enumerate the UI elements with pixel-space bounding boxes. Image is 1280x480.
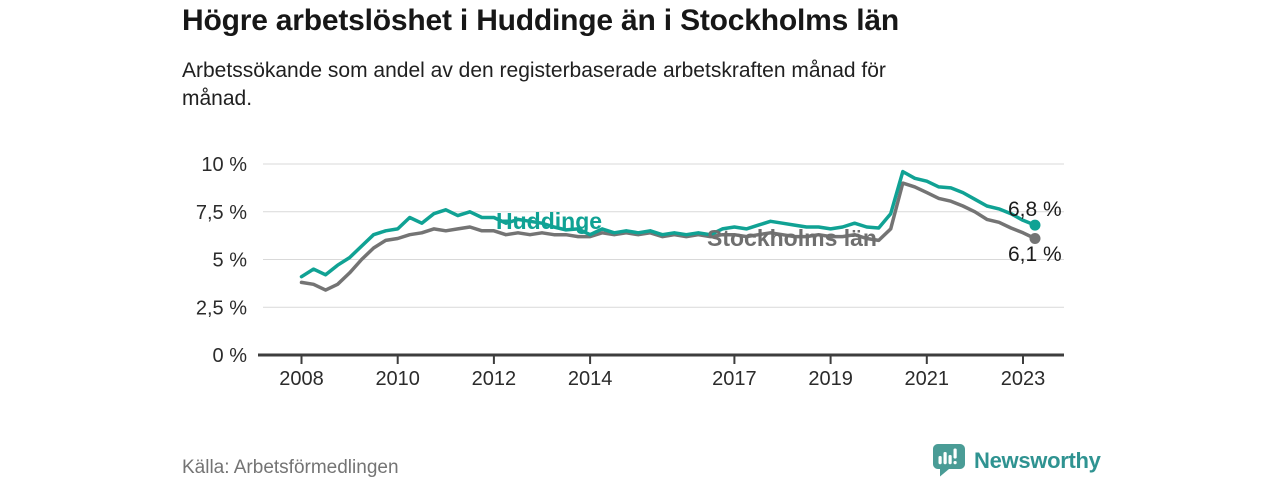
subtitle-line-1: Arbetssökande som andel av den registerb… <box>182 59 886 82</box>
newsworthy-logo: Newsworthy <box>933 444 1101 477</box>
huddinge-end-value-label: 6,8 % <box>1008 198 1062 221</box>
huddinge-end-dot <box>1029 219 1041 231</box>
x-tick-label: 2010 <box>375 368 420 390</box>
y-tick-label: 10 % <box>201 154 247 176</box>
huddinge-series-label: Huddinge <box>496 208 602 234</box>
y-tick-label: 0 % <box>213 345 248 367</box>
y-tick-label: 5 % <box>213 250 248 272</box>
stockholm-series-label: Stockholms län <box>707 225 877 251</box>
x-tick-label: 2014 <box>568 368 613 390</box>
chart-subtitle: Arbetssökande som andel av den registerb… <box>182 57 886 113</box>
stockholm-end-value-label: 6,1 % <box>1008 243 1062 266</box>
stockholm-line <box>299 181 1037 292</box>
stockholm-end-dot <box>1029 233 1041 244</box>
x-tick-label: 2008 <box>279 368 324 390</box>
y-tick-label: 2,5 % <box>196 297 247 319</box>
x-tick-label: 2012 <box>472 368 517 390</box>
x-tick-label: 2017 <box>712 368 757 390</box>
page-title: Högre arbetslöshet i Huddinge än i Stock… <box>182 4 899 37</box>
x-tick-label: 2023 <box>1001 368 1046 390</box>
source-note: Källa: Arbetsförmedlingen <box>182 457 399 478</box>
x-tick-label: 2019 <box>808 368 853 390</box>
huddinge-line <box>299 169 1037 279</box>
newsworthy-wordmark: Newsworthy <box>974 447 1101 473</box>
subtitle-line-2: månad. <box>182 87 253 110</box>
y-tick-label: 7,5 % <box>196 202 247 224</box>
x-tick-label: 2021 <box>905 368 950 390</box>
newsworthy-logo-icon <box>933 444 965 477</box>
